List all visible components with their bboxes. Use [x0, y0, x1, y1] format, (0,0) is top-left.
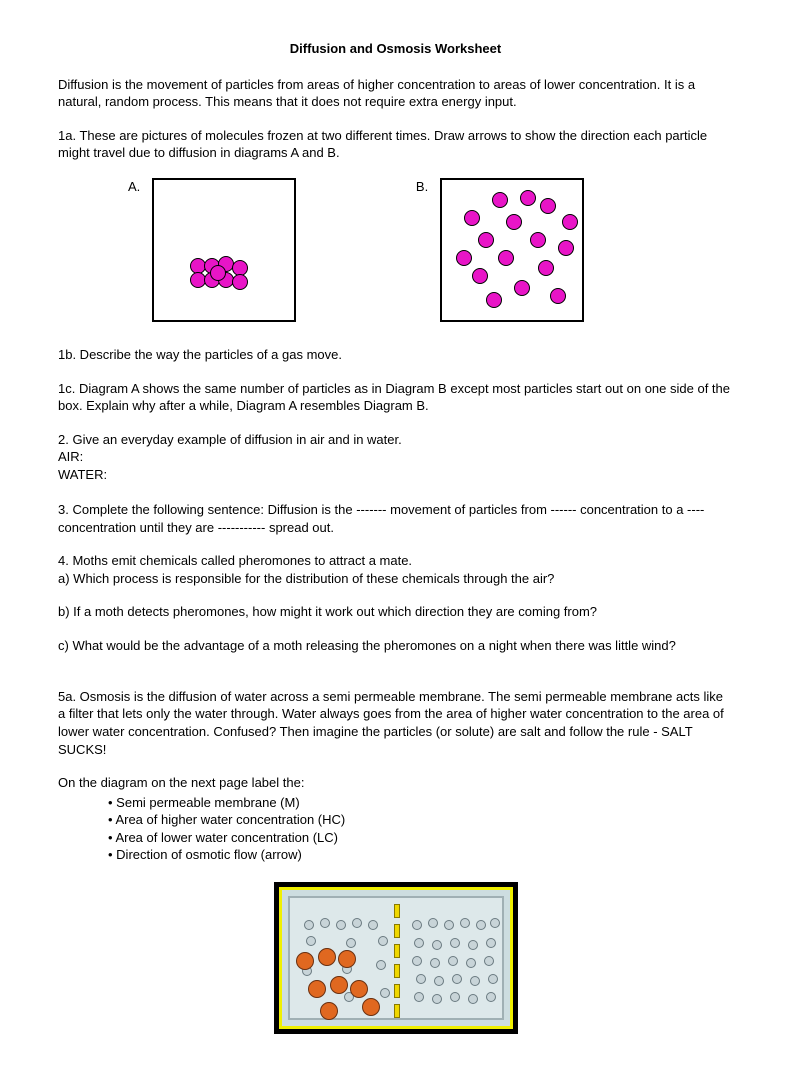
water-particle — [428, 918, 438, 928]
water-particle — [486, 992, 496, 1002]
solute-particle — [296, 952, 314, 970]
solute-particle — [330, 976, 348, 994]
water-particle — [466, 958, 476, 968]
water-particle — [468, 994, 478, 1004]
q5-intro: On the diagram on the next page label th… — [58, 774, 733, 792]
water-particle — [490, 918, 500, 928]
gas-particle — [558, 240, 574, 256]
gas-particle — [514, 280, 530, 296]
gas-particle — [506, 214, 522, 230]
water-particle — [414, 992, 424, 1002]
solute-particle — [308, 980, 326, 998]
water-particle — [484, 956, 494, 966]
water-particle — [304, 920, 314, 930]
q4a-text: a) Which process is responsible for the … — [58, 570, 733, 588]
solute-particle — [320, 1002, 338, 1020]
water-particle — [414, 938, 424, 948]
gas-particle — [210, 265, 226, 281]
water-particle — [378, 936, 388, 946]
gas-particle — [486, 292, 502, 308]
solute-particle — [362, 998, 380, 1016]
gas-particle — [232, 274, 248, 290]
water-particle — [488, 974, 498, 984]
water-particle — [460, 918, 470, 928]
q1b-text: 1b. Describe the way the particles of a … — [58, 346, 733, 364]
diagram-a-group: A. — [128, 178, 296, 327]
water-particle — [468, 940, 478, 950]
water-particle — [450, 938, 460, 948]
gas-particle — [464, 210, 480, 226]
gas-particle — [472, 268, 488, 284]
gas-particle — [538, 260, 554, 276]
solute-particle — [318, 948, 336, 966]
water-particle — [486, 938, 496, 948]
osmosis-outer-border — [274, 882, 518, 1034]
page-title: Diffusion and Osmosis Worksheet — [58, 40, 733, 58]
water-particle — [430, 958, 440, 968]
solute-particle — [350, 980, 368, 998]
q2-air: AIR: — [58, 448, 733, 466]
water-particle — [434, 976, 444, 986]
diagram-b-group: B. — [416, 178, 584, 327]
gas-particle — [540, 198, 556, 214]
q2-water: WATER: — [58, 466, 733, 484]
gas-particle — [478, 232, 494, 248]
water-particle — [452, 974, 462, 984]
q4b-text: b) If a moth detects pheromones, how mig… — [58, 603, 733, 621]
worksheet-page: Diffusion and Osmosis Worksheet Diffusio… — [0, 0, 791, 1068]
osmosis-diagram-wrap — [58, 882, 733, 1039]
solute-particle — [338, 950, 356, 968]
q5a-text: 5a. Osmosis is the diffusion of water ac… — [58, 688, 733, 758]
water-particle — [380, 988, 390, 998]
diagram-b-label: B. — [416, 179, 428, 194]
gas-particle — [562, 214, 578, 230]
q5-bullets: • Semi permeable membrane (M) • Area of … — [108, 794, 733, 864]
q5-bullet-3: • Area of lower water concentration (LC) — [108, 829, 733, 847]
water-particle — [320, 918, 330, 928]
gas-particle — [456, 250, 472, 266]
q2-block: 2. Give an everyday example of diffusion… — [58, 431, 733, 484]
q1c-text: 1c. Diagram A shows the same number of p… — [58, 380, 733, 415]
water-particle — [476, 920, 486, 930]
diagram-a-label: A. — [128, 179, 140, 194]
diagram-b-box — [440, 178, 584, 322]
q2-text: 2. Give an everyday example of diffusion… — [58, 431, 733, 449]
water-particle — [470, 976, 480, 986]
water-particle — [448, 956, 458, 966]
intro-text: Diffusion is the movement of particles f… — [58, 76, 733, 111]
gas-particle — [498, 250, 514, 266]
water-particle — [336, 920, 346, 930]
water-particle — [346, 938, 356, 948]
water-particle — [416, 974, 426, 984]
diagram-a-box — [152, 178, 296, 322]
q4c-text: c) What would be the advantage of a moth… — [58, 637, 733, 655]
water-particle — [352, 918, 362, 928]
gas-particle — [530, 232, 546, 248]
q5-bullet-2: • Area of higher water concentration (HC… — [108, 811, 733, 829]
membrane — [394, 904, 398, 1012]
q5-bullet-4: • Direction of osmotic flow (arrow) — [108, 846, 733, 864]
osmosis-chamber — [288, 896, 504, 1020]
water-particle — [368, 920, 378, 930]
water-particle — [376, 960, 386, 970]
gas-particle — [520, 190, 536, 206]
water-particle — [432, 940, 442, 950]
q5-bullet-1: • Semi permeable membrane (M) — [108, 794, 733, 812]
water-particle — [432, 994, 442, 1004]
water-particle — [412, 920, 422, 930]
gas-particle — [550, 288, 566, 304]
water-particle — [412, 956, 422, 966]
q3-text: 3. Complete the following sentence: Diff… — [58, 501, 733, 536]
diagram-row: A. B. — [128, 178, 733, 327]
q1a-text: 1a. These are pictures of molecules froz… — [58, 127, 733, 162]
q4-text: 4. Moths emit chemicals called pheromone… — [58, 552, 733, 570]
gas-particle — [492, 192, 508, 208]
water-particle — [444, 920, 454, 930]
osmosis-frame — [279, 887, 513, 1029]
water-particle — [306, 936, 316, 946]
water-particle — [450, 992, 460, 1002]
